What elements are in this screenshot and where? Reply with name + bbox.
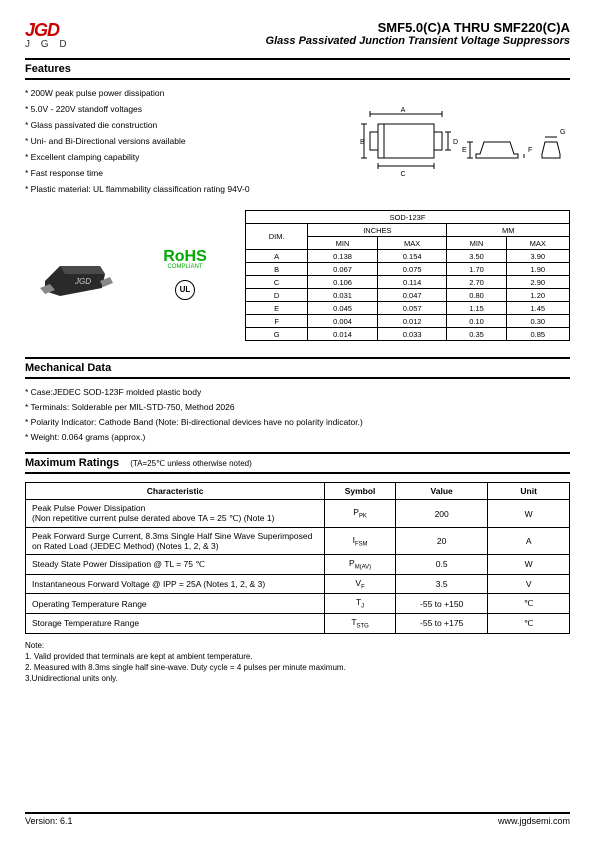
section-features: Features <box>25 58 570 80</box>
list-item: * Weight: 0.064 grams (approx.) <box>25 432 570 442</box>
logo: JGD J G D <box>25 20 75 50</box>
page-subtitle: Glass Passivated Junction Transient Volt… <box>266 35 570 47</box>
svg-text:JGD: JGD <box>74 277 91 286</box>
table-row: D0.0310.0470.801.20 <box>246 289 570 302</box>
svg-text:E: E <box>462 147 467 154</box>
certifications: RoHS COMPLIANT UL <box>145 251 225 300</box>
svg-text:C: C <box>400 171 405 178</box>
ul-icon: UL <box>175 280 195 300</box>
header: JGD J G D SMF5.0(C)A THRU SMF220(C)A Gla… <box>25 20 570 54</box>
table-row: A0.1380.1543.503.90 <box>246 250 570 263</box>
list-item: * Polarity Indicator: Cathode Band (Note… <box>25 417 570 427</box>
svg-text:A: A <box>401 107 406 114</box>
table-row: Peak Forward Surge Current, 8.3ms Single… <box>26 528 570 555</box>
version: Version: 6.1 <box>25 816 73 826</box>
svg-text:F: F <box>528 147 532 154</box>
logo-main: JGD <box>25 20 75 41</box>
features-list: * 200W peak pulse power dissipation * 5.… <box>25 88 330 200</box>
title-block: SMF5.0(C)A THRU SMF220(C)A Glass Passiva… <box>266 20 570 47</box>
package-3d-icon: JGD <box>25 241 125 311</box>
table-row: F0.0040.0120.100.30 <box>246 315 570 328</box>
feature-item: * 5.0V - 220V standoff voltages <box>25 104 330 114</box>
section-mechanical: Mechanical Data <box>25 357 570 379</box>
rohs-icon: RoHS COMPLIANT <box>163 251 207 270</box>
svg-text:G: G <box>560 129 565 136</box>
ratings-table: Characteristic Symbol Value Unit Peak Pu… <box>25 482 570 634</box>
feature-item: * Glass passivated die construction <box>25 120 330 130</box>
table-row: B0.0670.0751.701.90 <box>246 263 570 276</box>
table-row: Storage Temperature RangeTSTG-55 to +175… <box>26 614 570 634</box>
table-row: Instantaneous Forward Voltage @ IPP = 25… <box>26 574 570 594</box>
logo-sub: J G D <box>25 39 75 50</box>
dimension-table: SOD-123F DIM. INCHES MM MINMAX MINMAX A0… <box>245 210 570 341</box>
table-row: G0.0140.0330.350.85 <box>246 328 570 341</box>
table-row: Steady State Power Dissipation @ TL = 75… <box>26 555 570 575</box>
footer: Version: 6.1 www.jgdsemi.com <box>25 812 570 826</box>
svg-text:D: D <box>453 139 458 146</box>
table-row: Operating Temperature RangeTJ-55 to +150… <box>26 594 570 614</box>
table-row: C0.1060.1142.702.90 <box>246 276 570 289</box>
list-item: * Case:JEDEC SOD-123F molded plastic bod… <box>25 387 570 397</box>
section-ratings: Maximum Ratings (TA=25℃ unless otherwise… <box>25 452 570 474</box>
url: www.jgdsemi.com <box>498 816 570 826</box>
notes: Note: 1. Valid provided that terminals a… <box>25 640 570 685</box>
page-title: SMF5.0(C)A THRU SMF220(C)A <box>266 20 570 35</box>
feature-item: * Excellent clamping capability <box>25 152 330 162</box>
table-row: Peak Pulse Power Dissipation (Non repeti… <box>26 500 570 528</box>
package-diagram: A B C D E F G <box>360 88 570 188</box>
svg-text:B: B <box>360 139 365 146</box>
feature-item: * Fast response time <box>25 168 330 178</box>
table-row: E0.0450.0571.151.45 <box>246 302 570 315</box>
feature-item: * Uni- and Bi-Directional versions avail… <box>25 136 330 146</box>
feature-item: * 200W peak pulse power dissipation <box>25 88 330 98</box>
feature-item: * Plastic material: UL flammability clas… <box>25 184 330 194</box>
mechanical-list: * Case:JEDEC SOD-123F molded plastic bod… <box>25 387 570 442</box>
list-item: * Terminals: Solderable per MIL-STD-750,… <box>25 402 570 412</box>
